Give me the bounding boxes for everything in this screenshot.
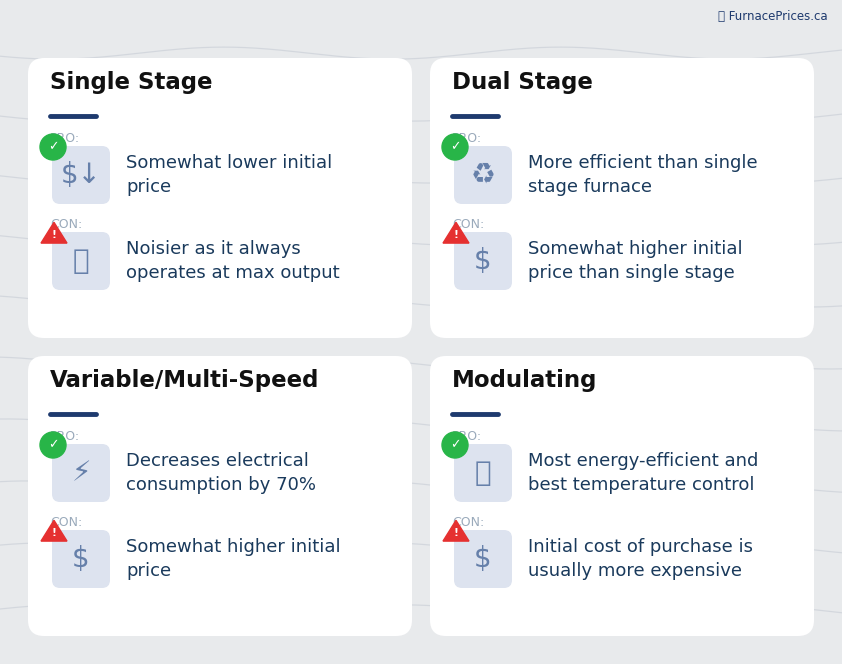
Text: 🌡: 🌡 [475,459,492,487]
FancyBboxPatch shape [28,58,412,338]
FancyBboxPatch shape [430,356,814,636]
Text: Initial cost of purchase is
usually more expensive: Initial cost of purchase is usually more… [528,537,753,580]
Text: $↓: $↓ [61,161,101,189]
Text: ♻: ♻ [471,161,495,189]
Text: PRO:: PRO: [50,430,80,442]
FancyBboxPatch shape [454,232,512,290]
Circle shape [442,432,468,458]
FancyBboxPatch shape [52,232,110,290]
Text: $: $ [474,545,492,573]
Text: ✓: ✓ [48,141,58,153]
Polygon shape [41,521,67,541]
Text: CON:: CON: [452,218,484,230]
Text: !: ! [51,230,56,240]
Text: PRO:: PRO: [452,430,482,442]
Text: Dual Stage: Dual Stage [452,71,593,94]
Text: ✓: ✓ [450,141,461,153]
Text: CON:: CON: [452,515,484,529]
Text: ✓: ✓ [450,438,461,452]
FancyBboxPatch shape [430,58,814,338]
Text: Single Stage: Single Stage [50,71,212,94]
Text: Variable/Multi-Speed: Variable/Multi-Speed [50,369,319,392]
FancyBboxPatch shape [454,444,512,502]
Text: Noisier as it always
operates at max output: Noisier as it always operates at max out… [126,240,339,282]
Text: Decreases electrical
consumption by 70%: Decreases electrical consumption by 70% [126,452,316,495]
Text: Somewhat higher initial
price than single stage: Somewhat higher initial price than singl… [528,240,743,282]
Text: $: $ [72,545,90,573]
Text: $: $ [474,247,492,275]
Text: 🔊: 🔊 [72,247,89,275]
Text: CON:: CON: [50,515,83,529]
Text: More efficient than single
stage furnace: More efficient than single stage furnace [528,153,758,197]
Circle shape [40,432,66,458]
Circle shape [442,134,468,160]
FancyBboxPatch shape [454,146,512,204]
FancyBboxPatch shape [52,530,110,588]
FancyBboxPatch shape [28,356,412,636]
FancyBboxPatch shape [52,146,110,204]
Text: 🍁 FurnacePrices.ca: 🍁 FurnacePrices.ca [718,10,828,23]
Text: PRO:: PRO: [452,131,482,145]
Text: !: ! [454,528,458,538]
Text: ✓: ✓ [48,438,58,452]
Polygon shape [443,521,469,541]
FancyBboxPatch shape [454,530,512,588]
Polygon shape [41,222,67,243]
Text: ⚡: ⚡ [72,459,91,487]
FancyBboxPatch shape [52,444,110,502]
Text: Most energy-efficient and
best temperature control: Most energy-efficient and best temperatu… [528,452,759,495]
Text: !: ! [51,528,56,538]
Text: !: ! [454,230,458,240]
Text: Somewhat lower initial
price: Somewhat lower initial price [126,153,333,197]
Text: Modulating: Modulating [452,369,597,392]
Text: PRO:: PRO: [50,131,80,145]
Circle shape [40,134,66,160]
Text: CON:: CON: [50,218,83,230]
Polygon shape [443,222,469,243]
Text: Somewhat higher initial
price: Somewhat higher initial price [126,537,341,580]
